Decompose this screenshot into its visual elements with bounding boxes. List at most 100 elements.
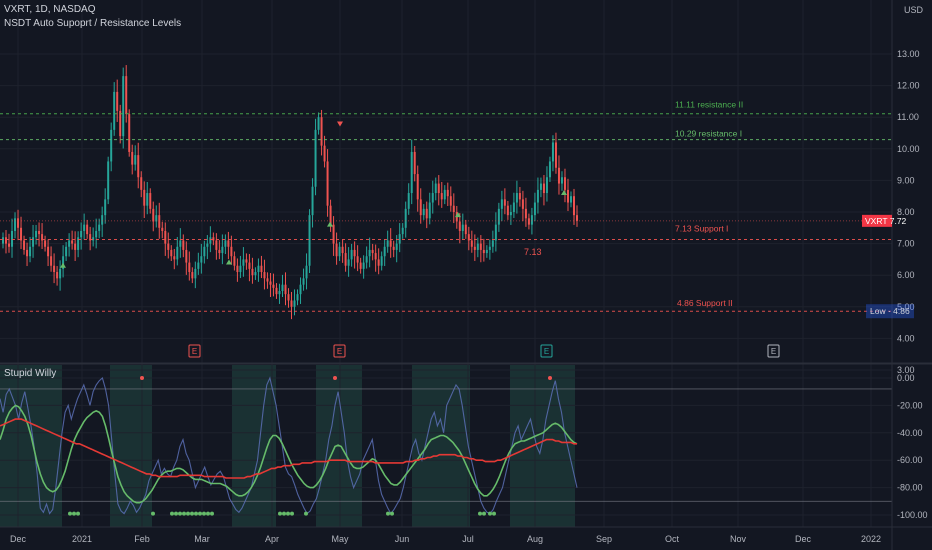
candle-body-100	[302, 278, 305, 285]
candle-body-97	[293, 300, 296, 307]
candle-body-86	[260, 265, 263, 273]
time-tick-label-10: Oct	[665, 534, 680, 544]
candle-body-166	[500, 199, 503, 209]
candle-body-14	[44, 240, 47, 247]
candle-body-127	[383, 246, 386, 257]
candle-body-177	[533, 202, 536, 216]
candle-body-116	[350, 249, 353, 260]
price-tick-label-0: 13.00	[897, 49, 920, 59]
oscillator-zone-2	[232, 365, 276, 527]
candle-body-7	[23, 240, 26, 250]
candle-body-57	[173, 256, 176, 260]
candle-body-105	[317, 117, 320, 130]
candle-body-43	[131, 151, 134, 165]
candle-body-182	[548, 161, 551, 178]
candle-body-154	[464, 224, 467, 235]
candle-body-5	[17, 218, 20, 228]
time-tick-label-4: Apr	[265, 534, 279, 544]
candle-body-25	[77, 237, 80, 250]
candle-body-2	[8, 243, 11, 247]
time-tick-label-9: Sep	[596, 534, 612, 544]
oscillator-series-1	[0, 404, 578, 504]
osc-dot-bottom-4	[170, 511, 174, 516]
candle-body-37	[113, 91, 116, 130]
candle-body-191	[576, 215, 578, 221]
candle-body-48	[146, 193, 149, 206]
osc-dot-bottom-11	[198, 511, 202, 516]
candle-body-1	[5, 237, 8, 244]
candle-body-114	[344, 253, 347, 266]
time-tick-label-8: Aug	[527, 534, 543, 544]
candle-body-153	[461, 224, 464, 231]
earnings-marker-2: E	[544, 347, 549, 356]
candle-body-165	[497, 208, 500, 225]
candle-body-3	[11, 230, 14, 247]
candle-body-53	[161, 227, 164, 231]
candle-body-176	[530, 215, 533, 225]
candle-body-63	[191, 272, 194, 279]
osc-dot-bottom-12	[202, 511, 206, 516]
candle-body-54	[164, 230, 167, 244]
price-tick-label-7: 6.00	[897, 270, 915, 280]
candle-body-22	[68, 240, 71, 247]
level-label-3: 4.86 Support II	[677, 298, 733, 308]
candle-body-41	[125, 76, 128, 115]
candle-body-104	[314, 129, 317, 187]
candle-body-55	[167, 243, 170, 250]
osc-dot-bottom-5	[174, 511, 178, 516]
candle-body-170	[512, 202, 515, 212]
candle-body-71	[215, 240, 218, 250]
candle-body-91	[275, 287, 278, 295]
price-tick-label-4: 9.00	[897, 175, 915, 185]
osc-tick-label-4: -80.00	[897, 483, 923, 493]
price-tick-label-5: 8.00	[897, 207, 915, 217]
candle-body-69	[209, 237, 212, 244]
candle-body-124	[374, 253, 377, 260]
candle-body-96	[290, 300, 293, 307]
candle-body-90	[272, 284, 275, 288]
candle-body-172	[518, 193, 521, 200]
candle-body-122	[368, 249, 371, 257]
candle-body-163	[491, 240, 494, 247]
candle-body-50	[152, 208, 155, 222]
low-badge-text: Low · 4.86	[870, 306, 910, 316]
candle-body-139	[419, 199, 422, 216]
candle-body-16	[50, 256, 53, 266]
time-tick-label-1: 2021	[72, 534, 92, 544]
candle-body-129	[389, 240, 392, 247]
osc-dot-bottom-24	[488, 511, 492, 516]
time-tick-label-7: Jul	[462, 534, 474, 544]
candle-body-15	[47, 246, 50, 257]
candle-body-67	[203, 246, 206, 257]
candle-body-88	[266, 278, 269, 282]
candle-body-34	[104, 199, 107, 216]
candle-body-142	[428, 202, 431, 219]
price-tick-label-8: 5.00	[897, 302, 915, 312]
candle-body-120	[362, 262, 365, 269]
candle-body-108	[326, 161, 329, 206]
earnings-marker-box-3	[767, 344, 780, 358]
candle-body-49	[149, 193, 152, 209]
candle-body-128	[386, 240, 389, 247]
time-tick-label-11: Nov	[730, 534, 747, 544]
candle-body-147	[443, 189, 446, 200]
candle-body-45	[137, 155, 140, 178]
earnings-marker-0: E	[192, 347, 197, 356]
candle-body-141	[425, 208, 428, 219]
price-tick-label-2: 11.00	[897, 112, 919, 122]
candle-body-134	[404, 208, 407, 228]
candle-body-68	[206, 243, 209, 247]
low-badge-bg	[866, 304, 914, 319]
osc-dot-bottom-7	[182, 511, 186, 516]
osc-dot-bottom-9	[190, 511, 194, 516]
candle-body-113	[341, 246, 344, 254]
candle-body-123	[371, 249, 374, 254]
oscillator-zone-4	[412, 365, 470, 527]
candle-body-168	[506, 205, 509, 216]
candle-body-132	[398, 234, 401, 244]
candle-body-13	[41, 234, 44, 241]
candle-body-92	[278, 291, 281, 295]
candle-body-112	[338, 246, 341, 257]
candle-body-175	[527, 218, 530, 225]
